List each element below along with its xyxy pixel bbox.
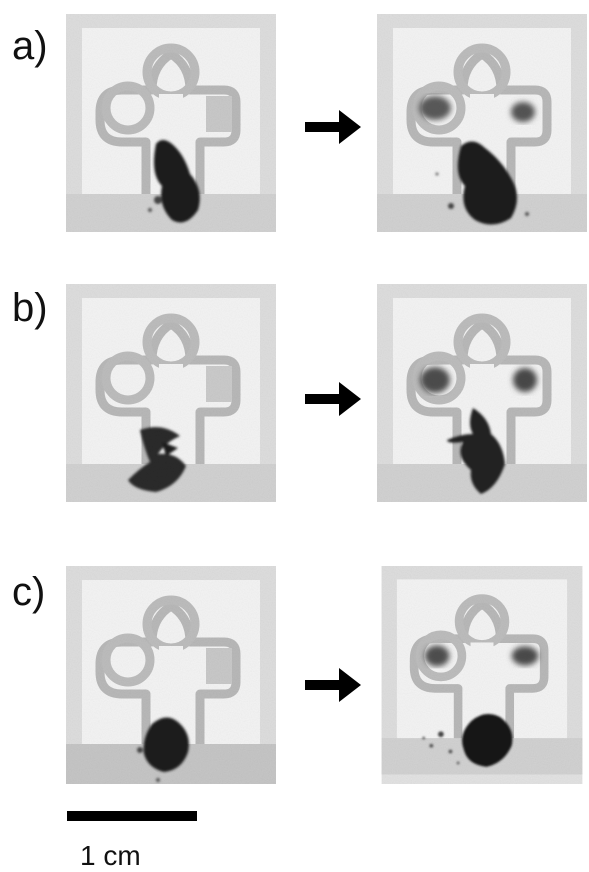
panel-label-b: b) [12, 286, 48, 330]
scale-bar-label: 1 cm [80, 840, 141, 871]
panel-label-a: a) [12, 24, 48, 68]
arrow-right-icon-c [305, 668, 361, 702]
chip-c-before [66, 566, 276, 784]
scale-bar [67, 811, 197, 821]
chip-b-after [377, 284, 587, 502]
chip-a-after [377, 14, 587, 232]
chip-c-after [381, 566, 587, 784]
arrow-right-icon-b [305, 382, 361, 416]
chip-a-before [66, 14, 276, 232]
panel-label-c: c) [12, 570, 46, 614]
arrow-right-icon-a [305, 110, 361, 144]
chip-b-before [66, 284, 276, 502]
